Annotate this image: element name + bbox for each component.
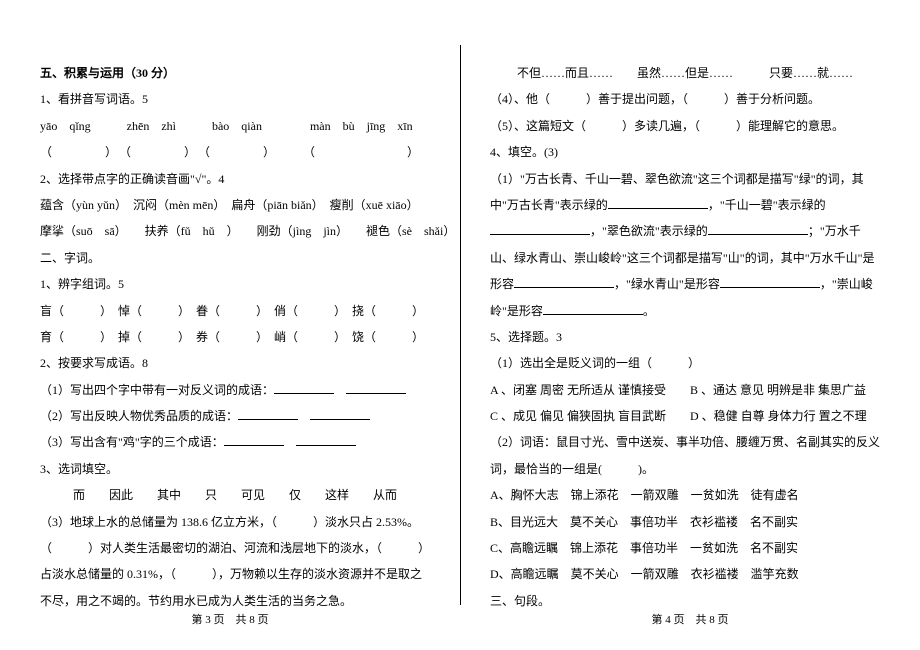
q4: （4）、他（ ）善于提出问题，（ ）善于分析问题。 <box>490 86 880 112</box>
s5q2-title: （2）词语：鼠目寸光、雪中送炭、事半功倍、腰缠万贯、名副其实的反义词，最恰当的一… <box>490 429 880 482</box>
left-column: 五、积累与运用（30 分） 1、看拼音写词语。5 yāo qǐng zhēn z… <box>0 0 460 650</box>
sec5-title: 5、选择题。3 <box>490 324 880 350</box>
blank <box>346 380 406 394</box>
q1-parens: （ ） （ ） （ ） （ ） <box>40 139 430 165</box>
q2-line1: 蕴含（yùn yǔn） 沉闷（mèn mēn） 扁舟（piān biǎn） 瘦削… <box>40 192 430 218</box>
blank <box>490 221 590 235</box>
q5: （5）、这篇短文（ ）多读几遍，（ ）能理解它的意思。 <box>490 113 880 139</box>
s2q2-1: （1）写出四个字中带有一对反义词的成语： <box>40 377 430 403</box>
s4-t5: ，"绿水青山"是形容 <box>614 277 720 291</box>
s5q1-c: C 、成见 偏见 偏狭固执 盲目武断 D 、稳健 自尊 身体力行 置之不理 <box>490 403 880 429</box>
s5q2-a: A、胸怀大志 锦上添花 一箭双雕 一贫如洗 徒有虚名 <box>490 482 880 508</box>
blank <box>238 406 298 420</box>
blank <box>720 274 820 288</box>
s4-t3: ，"翠色欲流"表示绿的 <box>590 224 708 238</box>
s2q2-1-text: （1）写出四个字中带有一对反义词的成语： <box>40 383 274 397</box>
q1-pinyin: yāo qǐng zhēn zhì bào qiàn màn bù jīng x… <box>40 113 430 139</box>
blank <box>224 432 284 446</box>
right-footer: 第 4 页 共 8 页 <box>460 608 920 632</box>
s2q3-text: （3）地球上水的总储量为 138.6 亿立方米，（ ）淡水只占 2.53%。（ … <box>40 509 430 615</box>
s4-t7: 。 <box>643 304 655 318</box>
s4-t2: ，"千山一碧"表示绿的 <box>708 198 826 212</box>
s5q1-a: A 、闭塞 周密 无所适从 谨慎接受 B 、通达 意见 明辨是非 集思广益 <box>490 377 880 403</box>
s5q2-d: D、高瞻远瞩 莫不关心 一箭双雕 衣衫褴褛 滥竽充数 <box>490 561 880 587</box>
s5q1-title: （1）选出全是贬义词的一组（ ） <box>490 350 880 376</box>
s2q3-words: 而 因此 其中 只 可见 仅 这样 从而 <box>40 482 430 508</box>
sec4-title: 4、填空。(3) <box>490 139 880 165</box>
s2q2-3-text: （3）写出含有"鸡"字的三个成语： <box>40 435 224 449</box>
conj-line: 不但……而且…… 虽然……但是…… 只要……就…… <box>490 60 880 86</box>
blank <box>514 274 614 288</box>
s5q2-b: B、目光远大 莫不关心 事倍功半 衣衫褴褛 名不副实 <box>490 509 880 535</box>
blank <box>608 195 708 209</box>
s2q1-line1: 盲（ ） 悼（ ） 眷（ ） 俏（ ） 挠（ ） <box>40 298 430 324</box>
s2q1-line2: 育（ ） 掉（ ） 券（ ） 峭（ ） 饶（ ） <box>40 324 430 350</box>
s2q2-3: （3）写出含有"鸡"字的三个成语： <box>40 429 430 455</box>
s2q2-title: 2、按要求写成语。8 <box>40 350 430 376</box>
blank <box>708 221 808 235</box>
blank <box>274 380 334 394</box>
sec2-title: 二、字词。 <box>40 245 430 271</box>
q1-title: 1、看拼音写词语。5 <box>40 86 430 112</box>
q2-line2: 摩挲（suō sā） 扶养（fǔ hǔ ） 刚劲（jìng jìn） 褪色（sè… <box>40 218 430 244</box>
left-footer: 第 3 页 共 8 页 <box>0 608 460 632</box>
blank <box>543 301 643 315</box>
s2q2-2-text: （2）写出反映人物优秀品质的成语： <box>40 409 238 423</box>
blank <box>310 406 370 420</box>
blank <box>296 432 356 446</box>
s4-body: （1）"万古长青、千山一碧、翠色欲流"这三个词都是描写"绿"的词，其中"万古长青… <box>490 166 880 324</box>
s2q1-title: 1、辨字组词。5 <box>40 271 430 297</box>
s2q2-2: （2）写出反映人物优秀品质的成语： <box>40 403 430 429</box>
q2-title: 2、选择带点字的正确读音画"√"。4 <box>40 166 430 192</box>
right-column: 不但……而且…… 虽然……但是…… 只要……就…… （4）、他（ ）善于提出问题… <box>460 0 920 650</box>
s5q2-c: C、高瞻远瞩 锦上添花 事倍功半 一贫如洗 名不副实 <box>490 535 880 561</box>
s2q3-title: 3、选词填空。 <box>40 456 430 482</box>
section5-title: 五、积累与运用（30 分） <box>40 60 430 86</box>
